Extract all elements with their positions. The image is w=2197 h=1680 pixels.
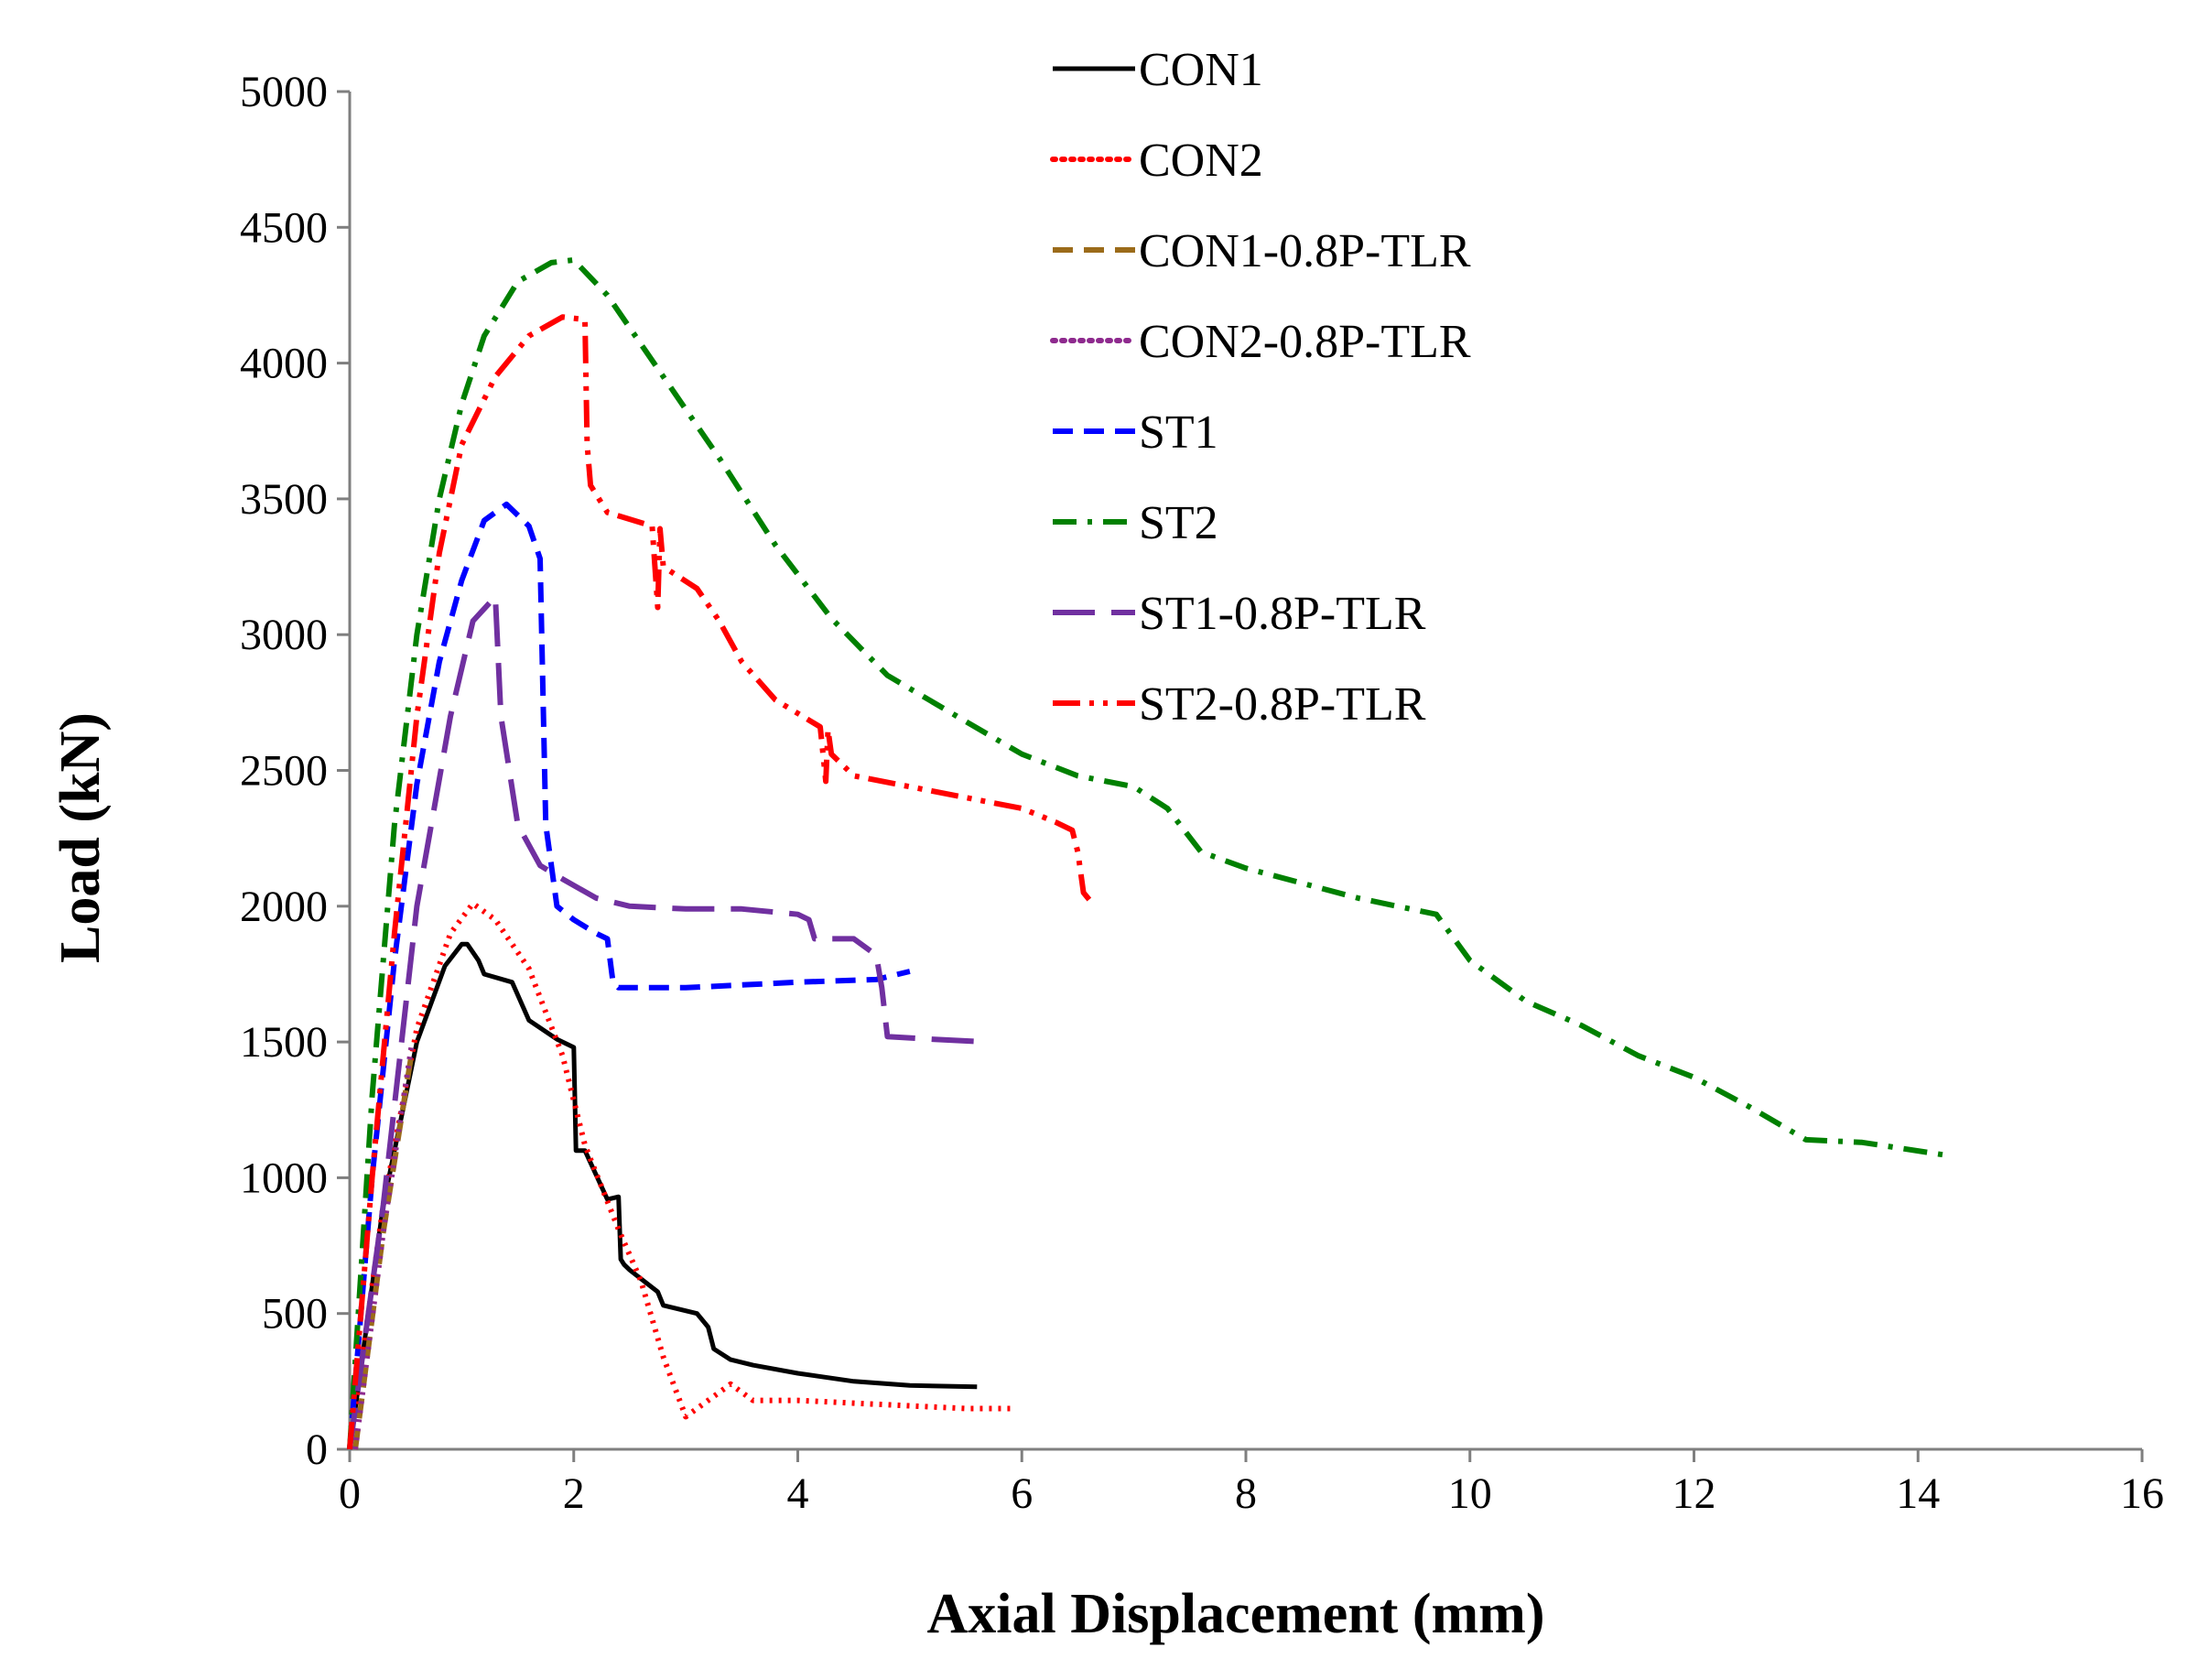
series-line-st1-0-8p-tlr	[347, 593, 989, 1450]
x-tick-label: 10	[1448, 1469, 1492, 1518]
series-line-con2	[347, 900, 1011, 1450]
y-tick-label: 4500	[240, 203, 328, 252]
legend-label-con2-0-8p-tlr: CON2-0.8P-TLR	[1139, 316, 1471, 368]
legend-label-con2: CON2	[1139, 135, 1263, 187]
x-tick-label: 6	[1011, 1469, 1033, 1518]
y-axis-title: Load (kN)	[49, 712, 112, 963]
x-tick-label: 14	[1896, 1469, 1940, 1518]
x-tick-label: 12	[1672, 1469, 1716, 1518]
y-tick-label: 2500	[240, 747, 328, 796]
legend-label-con1-0-8p-tlr: CON1-0.8P-TLR	[1139, 225, 1471, 277]
series-line-st2-0-8p-tlr	[347, 314, 1098, 1450]
x-tick-label: 4	[787, 1469, 809, 1518]
legend-label-st1-0-8p-tlr: ST1-0.8P-TLR	[1139, 588, 1426, 640]
series-layer	[347, 256, 1953, 1450]
legend-label-st2-0-8p-tlr: ST2-0.8P-TLR	[1139, 678, 1426, 731]
x-axis-title: Axial Displacement (mm)	[927, 1583, 1545, 1645]
y-tick-label: 1500	[240, 1018, 328, 1067]
series-line-con1	[347, 941, 978, 1450]
y-tick-label: 3500	[240, 475, 328, 524]
series-line-con1-0-8p-tlr	[352, 1055, 415, 1450]
y-tick-label: 500	[262, 1290, 328, 1339]
x-tick-label: 0	[339, 1469, 361, 1518]
y-tick-label: 0	[306, 1425, 328, 1474]
legend-label-st2: ST2	[1139, 497, 1218, 549]
legend-label-con1: CON1	[1139, 44, 1263, 96]
series-line-st1	[347, 501, 911, 1450]
y-tick-label: 3000	[240, 611, 328, 659]
y-tick-label: 2000	[240, 883, 328, 931]
y-tick-label: 1000	[240, 1154, 328, 1202]
x-tick-label: 8	[1235, 1469, 1257, 1518]
axes-layer: 0 2 4 6 8 10 12 14 16 0 500 1000 1500 2000 2500 3000 350…	[240, 68, 2164, 1518]
legend: CON1 CON2 CON1-0.8P-TLR CON2-0.8P-TLR ST1 ST2…	[1050, 44, 1471, 731]
x-tick-label: 16	[2120, 1469, 2164, 1518]
y-tick-label: 4000	[240, 340, 328, 388]
legend-label-st1: ST1	[1139, 406, 1218, 459]
y-tick-label: 5000	[240, 68, 328, 116]
x-tick-label: 2	[563, 1469, 585, 1518]
